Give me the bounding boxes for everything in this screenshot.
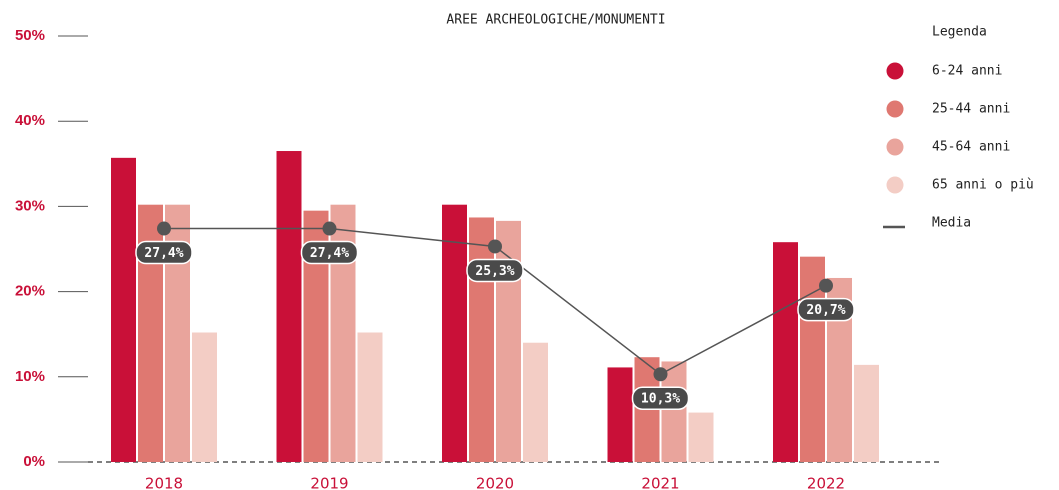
legend-label: 25-44 anni	[932, 102, 1010, 117]
value-label: 27,4%	[144, 246, 183, 261]
value-label-bg	[466, 258, 524, 283]
legend-swatch	[886, 138, 904, 156]
bar	[688, 412, 714, 462]
value-label: 10,3%	[641, 392, 680, 407]
value-label: 20,7%	[806, 303, 845, 318]
bar	[357, 332, 383, 462]
value-label-bg	[631, 386, 690, 410]
y-tick-label: 50%	[15, 27, 45, 44]
legend-label: 45-64 anni	[932, 140, 1010, 155]
x-tick-label: 2018	[145, 475, 183, 490]
value-label-bg	[300, 240, 359, 265]
y-tick-label: 30%	[15, 197, 45, 214]
legend-swatch	[886, 176, 904, 194]
bar	[607, 367, 633, 462]
legend-label: Media	[932, 216, 971, 231]
x-tick-label: 2021	[641, 475, 679, 490]
bar	[523, 342, 548, 462]
legend-label: 6-24 anni	[932, 64, 1002, 79]
bar	[111, 157, 136, 462]
x-tick-label: 2019	[310, 475, 348, 490]
legend-swatch	[886, 62, 904, 80]
value-label-bg	[135, 240, 193, 265]
bar	[854, 364, 879, 462]
x-tick-label: 2022	[807, 475, 845, 490]
average-point	[819, 278, 833, 293]
average-point	[322, 221, 337, 236]
bar	[469, 217, 494, 462]
legend-title: Legenda	[932, 25, 987, 40]
value-label-bg	[797, 297, 855, 322]
average-point	[488, 239, 502, 254]
value-label: 25,3%	[475, 264, 514, 279]
x-tick-label: 2020	[476, 475, 514, 490]
bar	[773, 242, 798, 462]
average-point	[157, 221, 171, 236]
y-tick-label: 10%	[15, 368, 45, 385]
y-tick-label: 0%	[23, 453, 45, 470]
chart-title: AREE ARCHEOLOGICHE/MONUMENTI	[446, 13, 665, 28]
average-point	[653, 367, 668, 382]
bar	[442, 204, 467, 463]
bar	[800, 256, 825, 462]
bar	[276, 151, 302, 462]
y-tick-label: 40%	[15, 112, 45, 129]
legend-swatch	[886, 100, 904, 118]
bar	[192, 332, 217, 462]
y-tick-label: 20%	[15, 283, 45, 300]
legend-label: 65 anni o più	[932, 178, 1034, 193]
value-label: 27,4%	[310, 246, 349, 261]
